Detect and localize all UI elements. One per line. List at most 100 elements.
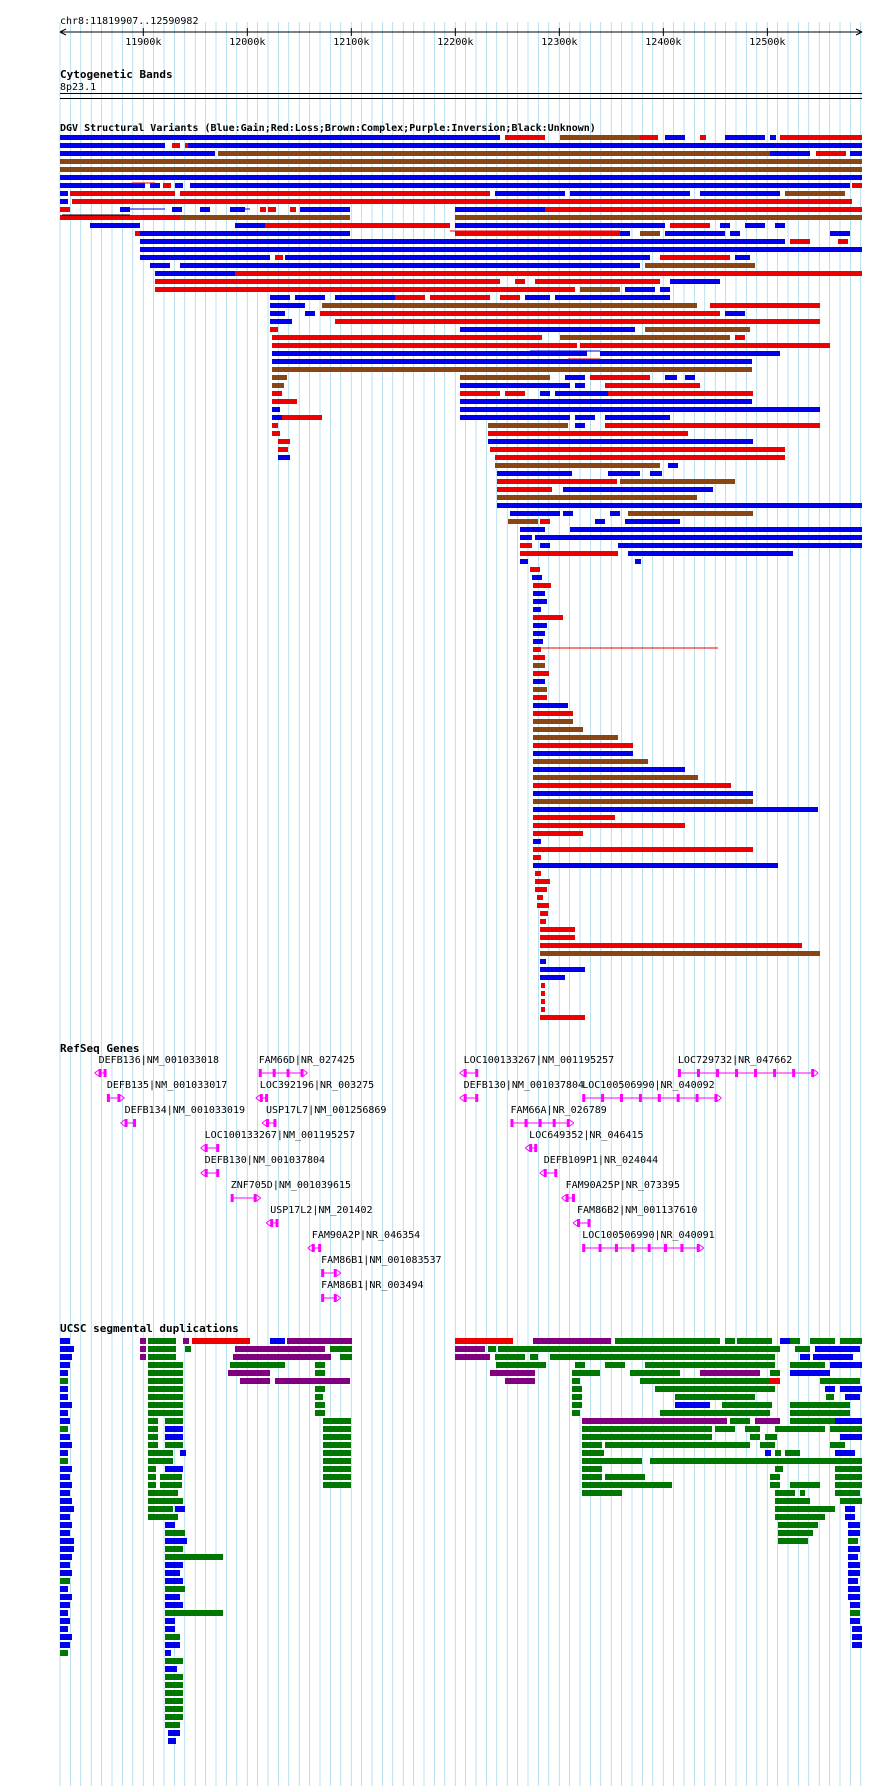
segdup-feature[interactable] (148, 1442, 158, 1448)
segdup-feature[interactable] (240, 1378, 270, 1384)
dgv-variant[interactable] (533, 639, 543, 644)
segdup-feature[interactable] (790, 1482, 820, 1488)
dgv-variant[interactable] (515, 279, 525, 284)
dgv-variant[interactable] (660, 415, 670, 420)
segdup-feature[interactable] (148, 1426, 158, 1432)
segdup-feature[interactable] (790, 1338, 800, 1344)
segdup-feature[interactable] (840, 1498, 862, 1504)
segdup-feature[interactable] (852, 1634, 862, 1640)
dgv-variant[interactable] (60, 183, 145, 188)
segdup-feature[interactable] (165, 1602, 183, 1608)
dgv-variant[interactable] (563, 487, 713, 492)
dgv-variant[interactable] (508, 519, 538, 524)
dgv-variant[interactable] (218, 151, 790, 156)
dgv-variant[interactable] (533, 855, 541, 860)
dgv-variant[interactable] (532, 575, 542, 580)
segdup-feature[interactable] (323, 1450, 351, 1456)
dgv-variant[interactable] (272, 343, 577, 348)
segdup-feature[interactable] (160, 1474, 182, 1480)
dgv-variant[interactable] (270, 311, 285, 316)
dgv-variant[interactable] (645, 263, 755, 268)
segdup-feature[interactable] (496, 1362, 546, 1368)
segdup-feature[interactable] (60, 1634, 72, 1640)
dgv-variant[interactable] (497, 487, 552, 492)
segdup-feature[interactable] (780, 1338, 790, 1344)
segdup-feature[interactable] (582, 1458, 642, 1464)
segdup-feature[interactable] (575, 1362, 585, 1368)
dgv-variant[interactable] (540, 935, 575, 940)
dgv-variant[interactable] (770, 151, 810, 156)
dgv-variant[interactable] (272, 375, 287, 380)
segdup-feature[interactable] (165, 1674, 183, 1680)
dgv-variant[interactable] (295, 295, 325, 300)
dgv-variant[interactable] (595, 519, 605, 524)
dgv-variant[interactable] (235, 223, 265, 228)
dgv-variant[interactable] (260, 207, 266, 212)
dgv-variant[interactable] (535, 871, 541, 876)
dgv-variant[interactable] (533, 807, 818, 812)
dgv-variant[interactable] (580, 287, 620, 292)
segdup-feature[interactable] (148, 1362, 183, 1368)
dgv-variant[interactable] (455, 215, 862, 220)
segdup-feature[interactable] (60, 1338, 70, 1344)
segdup-feature[interactable] (840, 1434, 862, 1440)
segdup-feature[interactable] (582, 1418, 727, 1424)
segdup-feature[interactable] (775, 1514, 825, 1520)
refseq-gene[interactable]: LOC100506990|NR_040092 (582, 1080, 722, 1102)
refseq-gene[interactable]: DEFB130|NM_001037804 (459, 1080, 584, 1102)
dgv-variant[interactable] (785, 191, 845, 196)
segdup-feature[interactable] (60, 1370, 68, 1376)
segdup-feature[interactable] (165, 1586, 185, 1592)
segdup-feature[interactable] (790, 1418, 835, 1424)
segdup-feature[interactable] (323, 1442, 351, 1448)
segdup-feature[interactable] (800, 1490, 805, 1496)
segdup-feature[interactable] (165, 1554, 223, 1560)
segdup-feature[interactable] (730, 1418, 750, 1424)
segdup-feature[interactable] (165, 1634, 180, 1640)
dgv-variant[interactable] (670, 223, 710, 228)
segdup-feature[interactable] (835, 1474, 862, 1480)
segdup-feature[interactable] (605, 1442, 750, 1448)
segdup-feature[interactable] (315, 1410, 325, 1416)
dgv-variant[interactable] (300, 207, 350, 212)
refseq-gene[interactable]: DEFB135|NM_001033017 (106, 1080, 227, 1102)
segdup-feature[interactable] (175, 1506, 185, 1512)
segdup-feature[interactable] (60, 1386, 68, 1392)
segdup-feature[interactable] (185, 1346, 191, 1352)
dgv-variant[interactable] (668, 463, 678, 468)
dgv-variant[interactable] (541, 983, 545, 988)
segdup-feature[interactable] (60, 1514, 70, 1520)
segdup-feature[interactable] (848, 1522, 860, 1528)
dgv-variant[interactable] (520, 535, 532, 540)
segdup-feature[interactable] (820, 1378, 860, 1384)
segdup-feature[interactable] (140, 1346, 146, 1352)
dgv-variant[interactable] (545, 207, 862, 212)
segdup-feature[interactable] (165, 1682, 183, 1688)
dgv-variant[interactable] (265, 223, 450, 228)
segdup-feature[interactable] (165, 1610, 223, 1616)
dgv-variant[interactable] (488, 423, 568, 428)
dgv-variant[interactable] (282, 415, 322, 420)
dgv-variant[interactable] (640, 231, 660, 236)
segdup-feature[interactable] (852, 1642, 862, 1648)
dgv-variant[interactable] (625, 287, 655, 292)
segdup-feature[interactable] (60, 1642, 70, 1648)
refseq-gene[interactable]: LOC100133267|NM_001195257 (200, 1130, 356, 1152)
segdup-feature[interactable] (148, 1402, 183, 1408)
segdup-feature[interactable] (140, 1354, 146, 1360)
dgv-variant[interactable] (533, 735, 618, 740)
segdup-feature[interactable] (845, 1394, 860, 1400)
dgv-variant[interactable] (70, 191, 175, 196)
dgv-variant[interactable] (610, 511, 620, 516)
dgv-variant[interactable] (725, 311, 745, 316)
dgv-variant[interactable] (533, 631, 545, 636)
dgv-variant[interactable] (535, 879, 550, 884)
segdup-feature[interactable] (795, 1346, 810, 1352)
segdup-feature[interactable] (165, 1466, 183, 1472)
segdup-feature[interactable] (230, 1362, 285, 1368)
dgv-variant[interactable] (60, 191, 68, 196)
dgv-variant[interactable] (605, 383, 700, 388)
segdup-feature[interactable] (840, 1338, 862, 1344)
segdup-feature[interactable] (323, 1434, 351, 1440)
dgv-variant[interactable] (520, 551, 538, 556)
